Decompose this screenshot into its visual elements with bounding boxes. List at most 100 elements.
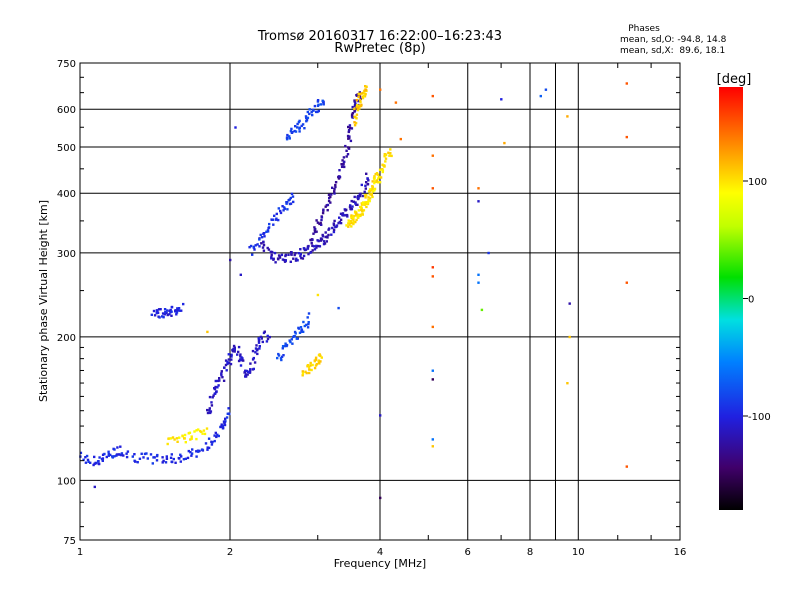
data-point [320,218,323,222]
data-point [200,448,204,451]
data-point [252,246,255,249]
data-point [225,416,229,419]
data-point [349,219,353,223]
data-point [166,313,169,317]
data-point [157,308,161,311]
data-point [324,205,327,208]
data-point [210,401,213,404]
data-point [358,92,361,95]
data-point [337,221,340,225]
data-point [260,337,263,340]
data-point [296,126,299,129]
data-point [316,239,319,242]
data-point [487,251,490,255]
data-point [289,130,293,133]
data-point [345,224,348,227]
data-point [244,369,247,373]
data-point [266,337,270,341]
data-point [311,363,314,367]
data-point [138,457,142,460]
data-point [297,120,301,124]
data-point [338,169,341,172]
data-point [260,236,264,239]
data-point [431,187,434,190]
data-point [247,370,250,373]
data-point [107,450,110,453]
data-point [191,448,194,451]
data-point [281,205,284,208]
data-point [156,453,159,457]
data-point [334,185,337,189]
data-point [207,437,211,440]
data-point [343,214,347,217]
data-point [353,107,356,111]
data-point [220,374,223,377]
data-point [216,379,220,383]
data-point [364,196,367,199]
data-point [176,309,179,312]
data-point [208,395,212,399]
data-point [265,230,268,233]
data-point [291,342,294,345]
data-point [377,177,380,180]
data-point [219,425,223,428]
data-point [198,429,202,433]
data-point [267,226,270,230]
data-point [274,261,277,264]
data-point [332,222,335,225]
data-point [366,202,370,206]
data-point [313,230,317,234]
data-point [371,185,374,189]
data-point [343,165,346,169]
data-point [161,456,164,459]
data-point [366,177,369,180]
data-point [227,358,231,361]
data-point [361,209,364,212]
data-point [276,257,280,260]
data-point [179,460,182,463]
data-point [330,233,333,236]
data-point [339,221,343,225]
data-point [358,107,361,110]
data-point [308,108,311,111]
data-point [306,316,309,319]
data-point [107,454,110,457]
data-point [150,313,153,316]
data-point [277,218,280,222]
data-point [93,485,96,489]
data-point [262,331,266,335]
data-point [289,196,292,200]
data-point [280,355,284,358]
data-point [223,421,226,424]
data-point [305,371,308,375]
data-point [209,411,212,415]
data-point [258,345,261,348]
data-point [212,394,215,397]
data-point [344,144,347,148]
data-point [300,256,303,260]
data-point [169,437,173,440]
data-point [290,192,294,196]
data-point [367,179,370,182]
data-point [254,244,257,247]
data-point [477,187,480,190]
data-point [257,337,260,340]
data-point [299,252,302,256]
data-point [171,436,175,439]
data-point [373,189,376,192]
data-point [256,243,259,246]
data-point [216,433,219,436]
data-point [296,122,299,126]
data-point [292,200,295,204]
data-point [328,227,331,230]
data-point [308,368,311,371]
data-point [378,168,382,171]
data-point [309,364,312,367]
data-point [280,253,284,257]
x-axis: 1 2 4 6 8 10 16 [77,63,686,558]
data-point [348,124,352,127]
data-point [210,443,214,446]
data-point [306,116,310,120]
data-point [257,341,261,344]
phase-box-title: Phases [628,24,660,34]
